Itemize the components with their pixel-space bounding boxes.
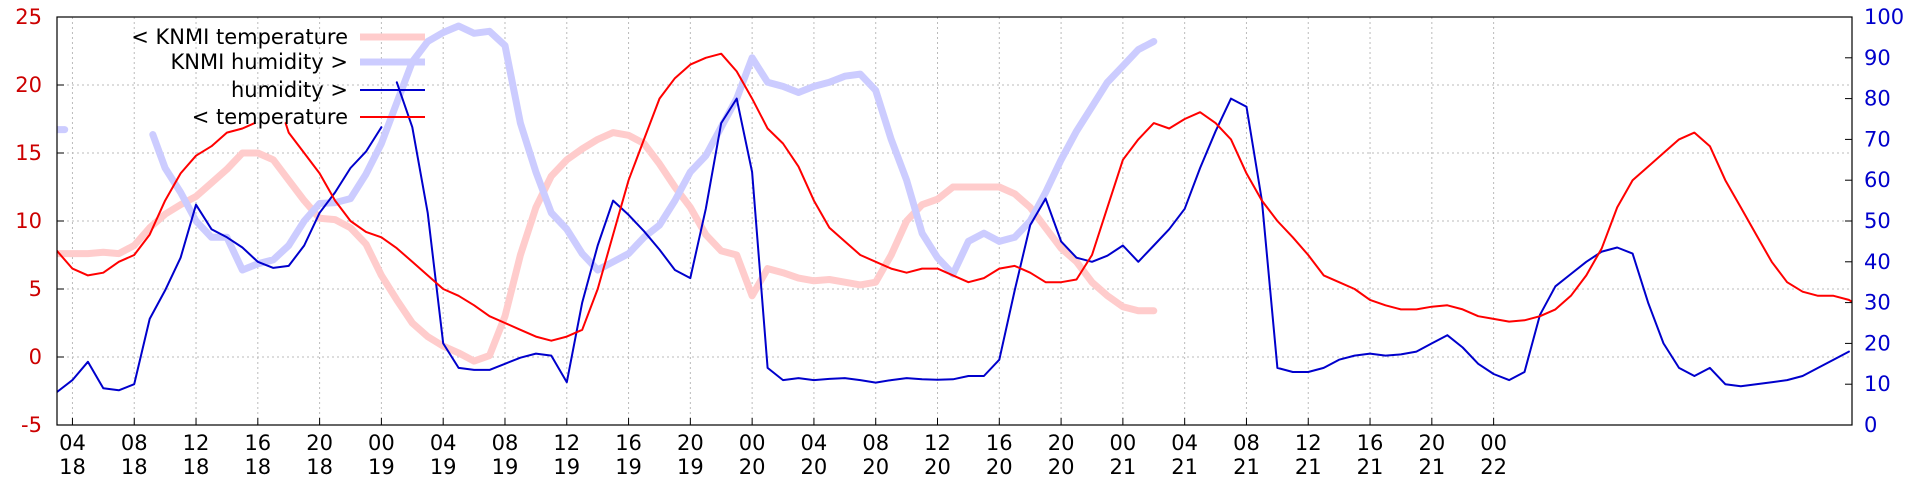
x-tick-hour-label: 20 xyxy=(306,431,333,455)
x-tick-hour-label: 20 xyxy=(1418,431,1445,455)
x-tick-hour-label: 00 xyxy=(1480,431,1507,455)
left-tick-label: -5 xyxy=(21,413,42,437)
right-tick-label: 70 xyxy=(1864,127,1891,151)
x-tick-day-label: 20 xyxy=(1048,455,1075,479)
x-tick-hour-label: 08 xyxy=(121,431,148,455)
x-tick-day-label: 21 xyxy=(1110,455,1137,479)
x-tick-day-label: 19 xyxy=(615,455,642,479)
x-tick-day-label: 19 xyxy=(368,455,395,479)
right-tick-label: 40 xyxy=(1864,250,1891,274)
legend-label: KNMI humidity > xyxy=(171,50,348,74)
plot-frame xyxy=(56,16,1853,426)
right-tick-label: 90 xyxy=(1864,46,1891,70)
series-line-humidity xyxy=(57,81,1850,393)
x-tick-day-label: 20 xyxy=(924,455,951,479)
left-axis-ticks: -5 0 5 10 15 20 25 xyxy=(15,5,64,437)
x-tick-hour-label: 08 xyxy=(1233,431,1260,455)
x-tick-day-label: 19 xyxy=(677,455,704,479)
x-tick-hour-label: 04 xyxy=(801,431,828,455)
left-tick-label: 10 xyxy=(15,209,42,233)
left-tick-label: 5 xyxy=(29,277,42,301)
x-tick-hour-label: 12 xyxy=(183,431,210,455)
x-tick-hour-label: 08 xyxy=(862,431,889,455)
right-tick-label: 20 xyxy=(1864,331,1891,355)
x-tick-day-label: 18 xyxy=(244,455,271,479)
x-tick-hour-label: 16 xyxy=(986,431,1013,455)
x-tick-day-label: 20 xyxy=(739,455,766,479)
x-tick-day-label: 18 xyxy=(59,455,86,479)
right-axis-ticks: 0 10 20 30 40 50 60 70 80 90 100 xyxy=(1845,5,1904,437)
x-tick-hour-label: 00 xyxy=(739,431,766,455)
series-line-knmi_temperature xyxy=(57,129,1158,365)
left-tick-label: 0 xyxy=(29,345,42,369)
x-tick-day-label: 20 xyxy=(862,455,889,479)
left-tick-label: 25 xyxy=(15,5,42,29)
right-tick-label: 0 xyxy=(1864,413,1877,437)
series-layer xyxy=(57,22,1852,393)
x-tick-day-label: 21 xyxy=(1171,455,1198,479)
legend-label: humidity > xyxy=(231,78,348,102)
x-tick-day-label: 20 xyxy=(986,455,1013,479)
x-tick-day-label: 18 xyxy=(121,455,148,479)
right-tick-label: 80 xyxy=(1864,87,1891,111)
x-tick-day-label: 18 xyxy=(306,455,333,479)
x-tick-day-label: 22 xyxy=(1480,455,1507,479)
right-tick-label: 60 xyxy=(1864,168,1891,192)
x-tick-day-label: 20 xyxy=(801,455,828,479)
x-tick-hour-label: 20 xyxy=(1048,431,1075,455)
x-tick-day-label: 21 xyxy=(1418,455,1445,479)
right-tick-label: 30 xyxy=(1864,291,1891,315)
left-tick-label: 15 xyxy=(15,141,42,165)
x-tick-day-label: 19 xyxy=(553,455,580,479)
x-tick-hour-label: 16 xyxy=(244,431,271,455)
x-tick-hour-label: 08 xyxy=(492,431,519,455)
x-tick-hour-label: 16 xyxy=(615,431,642,455)
x-tick-hour-label: 04 xyxy=(59,431,86,455)
x-tick-hour-label: 00 xyxy=(1110,431,1137,455)
x-tick-hour-label: 00 xyxy=(368,431,395,455)
series-line-knmi_humidity xyxy=(57,22,1158,278)
x-tick-hour-label: 12 xyxy=(553,431,580,455)
x-tick-hour-label: 12 xyxy=(924,431,951,455)
x-tick-hour-label: 04 xyxy=(1171,431,1198,455)
series-line-temperature xyxy=(57,52,1852,342)
x-tick-day-label: 19 xyxy=(430,455,457,479)
x-tick-day-label: 18 xyxy=(183,455,210,479)
x-tick-day-label: 21 xyxy=(1295,455,1322,479)
legend-label: < KNMI temperature xyxy=(131,25,348,49)
right-tick-label: 100 xyxy=(1864,5,1904,29)
right-tick-label: 50 xyxy=(1864,209,1891,233)
left-tick-label: 20 xyxy=(15,73,42,97)
right-tick-label: 10 xyxy=(1864,372,1891,396)
x-axis-ticks: 0418081812181618201800190419081912191619… xyxy=(59,418,1507,479)
x-tick-day-label: 19 xyxy=(492,455,519,479)
x-tick-hour-label: 12 xyxy=(1295,431,1322,455)
legend-label: < temperature xyxy=(192,105,348,129)
x-tick-day-label: 21 xyxy=(1357,455,1384,479)
x-tick-hour-label: 20 xyxy=(677,431,704,455)
x-tick-hour-label: 04 xyxy=(430,431,457,455)
x-tick-day-label: 21 xyxy=(1233,455,1260,479)
x-tick-hour-label: 16 xyxy=(1357,431,1384,455)
